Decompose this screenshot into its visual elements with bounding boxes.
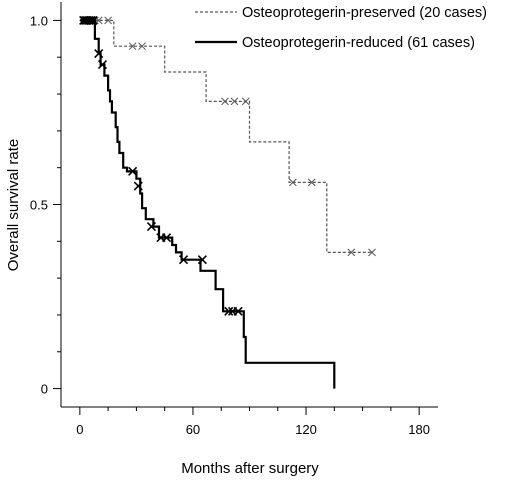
- y-tick-label: 0: [41, 382, 48, 397]
- censor-stroke: [84, 15, 94, 25]
- censor-mark: [161, 233, 172, 243]
- legend: Osteoprotegerin-preserved (20 cases) Ost…: [195, 5, 487, 51]
- censor-mark: [230, 97, 239, 106]
- censor-stroke: [133, 181, 143, 191]
- censor-mark: [224, 306, 234, 316]
- censor-stroke: [97, 60, 108, 70]
- survival-curve-line: [79, 19, 336, 389]
- censor-stroke: [289, 178, 297, 187]
- censor-stroke: [307, 178, 316, 187]
- censor-mark: [368, 248, 376, 257]
- censor-mark: [233, 306, 243, 316]
- censor-stroke: [161, 233, 172, 243]
- censor-mark: [221, 97, 229, 106]
- censor-mark: [88, 15, 98, 25]
- censor-mark: [146, 222, 157, 232]
- censor-stroke: [241, 97, 250, 106]
- x-axis-title: Months after surgery: [181, 460, 319, 477]
- x-tick-label: 0: [76, 422, 83, 437]
- censor-stroke: [146, 222, 157, 232]
- censor-mark: [128, 166, 138, 176]
- censor-stroke: [128, 42, 137, 51]
- censor-stroke: [230, 97, 239, 106]
- censor-stroke: [88, 15, 98, 25]
- legend-label-reduced: Osteoprotegerin-reduced (61 cases): [242, 35, 475, 51]
- axes: [60, 2, 438, 408]
- x-tick-label: 120: [295, 422, 317, 437]
- censor-mark: [289, 178, 297, 187]
- censor-mark: [138, 42, 146, 51]
- survival-curve-line: [79, 19, 372, 253]
- series-reduced: [79, 15, 336, 389]
- censor-stroke: [86, 15, 96, 25]
- censor-stroke: [178, 255, 189, 265]
- censor-mark: [197, 255, 207, 265]
- y-tick-label: 1.0: [30, 13, 48, 28]
- censor-mark: [97, 60, 108, 70]
- censor-stroke: [233, 306, 243, 316]
- censor-stroke: [224, 306, 234, 316]
- censor-stroke: [104, 16, 112, 25]
- censor-mark: [241, 97, 250, 106]
- x-tick-label: 60: [186, 422, 200, 437]
- censor-mark: [94, 48, 104, 59]
- censor-stroke: [128, 166, 138, 176]
- x-tick-label: 180: [408, 422, 430, 437]
- legend-label-preserved: Osteoprotegerin-preserved (20 cases): [242, 5, 487, 21]
- censor-mark: [307, 178, 316, 187]
- censor-stroke: [347, 248, 356, 257]
- censor-stroke: [221, 97, 229, 106]
- censor-stroke: [94, 48, 104, 59]
- censor-mark: [84, 15, 94, 25]
- censor-mark: [128, 42, 137, 51]
- ticks: [53, 19, 420, 415]
- censor-stroke: [138, 42, 146, 51]
- y-tick-label: 0.5: [30, 198, 48, 213]
- censor-mark: [133, 181, 143, 191]
- censor-mark: [178, 255, 189, 265]
- censor-mark: [104, 16, 112, 25]
- tick-labels: 0 60 120 180 0 0.5 1.0: [30, 13, 430, 437]
- censor-stroke: [197, 255, 207, 265]
- censor-stroke: [368, 248, 376, 257]
- series-preserved: [79, 16, 376, 257]
- series-layer: [79, 15, 376, 389]
- censor-mark: [86, 15, 96, 25]
- censor-mark: [347, 248, 356, 257]
- y-axis-title: Overall survival rate: [5, 139, 22, 272]
